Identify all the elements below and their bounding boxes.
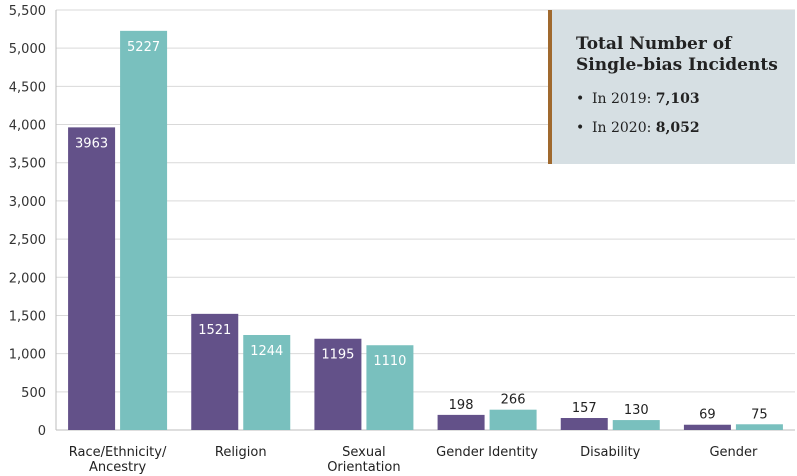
- y-tick-label: 0: [38, 424, 46, 439]
- y-tick-label: 1,000: [9, 348, 46, 363]
- bar-value-label: 198: [449, 398, 474, 413]
- x-tick-label: Disability: [580, 445, 641, 460]
- bar: [735, 424, 783, 430]
- info-box-title: Total Number of Single-bias Incidents: [576, 34, 785, 76]
- bar-value-label: 266: [501, 393, 526, 408]
- info-item-value: 8,052: [655, 120, 700, 136]
- bar-value-label: 130: [624, 403, 649, 418]
- x-tick-label: Orientation: [327, 460, 400, 475]
- bullet-icon: •: [576, 91, 585, 107]
- y-tick-label: 3,000: [9, 195, 46, 210]
- bar-value-label: 157: [572, 401, 597, 416]
- bar-value-label: 3963: [75, 136, 108, 151]
- info-item-label: In 2020:: [592, 120, 656, 136]
- bar: [314, 338, 362, 430]
- bar: [489, 409, 537, 430]
- bar: [243, 335, 291, 430]
- info-item-label: In 2019:: [592, 91, 656, 107]
- x-tick-label: Gender Identity: [436, 445, 538, 460]
- bar: [191, 313, 239, 430]
- y-tick-label: 1,500: [9, 309, 46, 324]
- x-tick-label: Sexual: [342, 445, 386, 460]
- y-tick-label: 500: [21, 386, 46, 401]
- bar: [68, 127, 116, 430]
- x-tick-label: Religion: [215, 445, 267, 460]
- bar-value-label: 75: [751, 407, 768, 422]
- y-tick-label: 2,500: [9, 233, 46, 248]
- y-tick-label: 3,500: [9, 157, 46, 172]
- bar-value-label: 1521: [198, 323, 231, 338]
- y-tick-label: 5,000: [9, 42, 46, 57]
- info-box-title-line2: Single-bias Incidents: [576, 55, 778, 75]
- info-item-2019: • In 2019: 7,103: [576, 90, 785, 108]
- y-tick-label: 2,000: [9, 271, 46, 286]
- info-box: Total Number of Single-bias Incidents • I…: [548, 10, 795, 164]
- bar-value-label: 1110: [373, 354, 406, 369]
- info-box-title-line1: Total Number of: [576, 34, 732, 54]
- x-tick-label: Ancestry: [89, 460, 146, 475]
- bar: [683, 424, 731, 430]
- y-tick-label: 4,000: [9, 119, 46, 134]
- bar: [366, 345, 414, 430]
- bar-value-label: 1195: [321, 348, 354, 363]
- bar-value-label: 69: [699, 408, 716, 423]
- bar: [120, 30, 168, 431]
- bullet-icon: •: [576, 120, 585, 136]
- info-item-2020: • In 2020: 8,052: [576, 119, 785, 137]
- bar: [612, 420, 660, 430]
- y-tick-label: 4,500: [9, 80, 46, 95]
- info-item-value: 7,103: [655, 91, 700, 107]
- y-tick-label: 5,500: [9, 4, 46, 19]
- bar-value-label: 5227: [127, 40, 160, 55]
- x-tick-label: Race/Ethnicity/: [69, 445, 167, 460]
- bar: [560, 418, 608, 430]
- x-tick-label: Gender: [709, 445, 758, 460]
- bar-value-label: 1244: [250, 344, 283, 359]
- bar: [437, 414, 485, 430]
